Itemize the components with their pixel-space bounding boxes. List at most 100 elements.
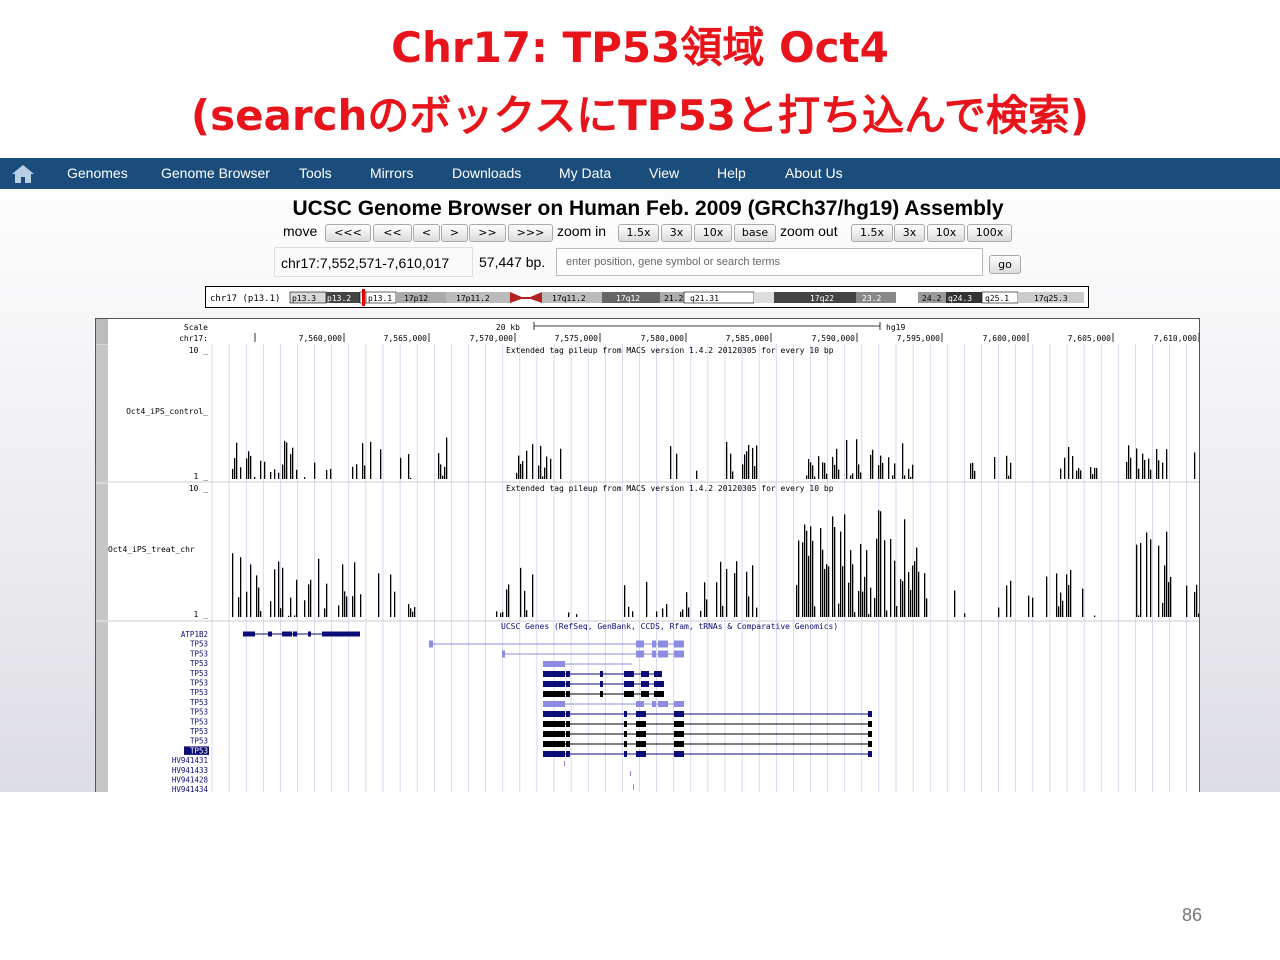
gene-label[interactable]: TP53 [190,679,208,688]
gene-label[interactable]: HV941431 [172,756,208,765]
gene-label[interactable]: HV941434 [172,785,209,792]
chromosome-ideogram[interactable]: chr17 (p13.1) p13.3 p13.2 1 p13.1 17p12 … [205,286,1089,308]
home-icon[interactable] [10,163,36,185]
ruler-tick-label: 7,605,000 [1068,334,1112,343]
move-far-right-button[interactable]: >>> [508,224,553,242]
signal-bar [896,606,898,617]
nav-my-data[interactable]: My Data [559,165,612,181]
gene-label[interactable]: HV941428 [172,776,209,785]
zoom-in-base-button[interactable]: base [734,224,776,242]
move-left-button[interactable]: << [373,224,412,242]
gene-label[interactable]: TP53 [190,688,208,697]
signal-bar [1032,597,1034,617]
signal-bar [844,514,846,617]
gene-label[interactable]: TP53 [190,746,208,755]
gene-exon [654,681,664,687]
nav-mirrors[interactable]: Mirrors [370,165,414,181]
signal-bar [278,561,280,617]
move-step-right-button[interactable]: > [441,224,468,242]
zoom-out-label: zoom out [780,223,838,239]
gene-label[interactable]: TP53 [190,698,208,707]
signal-bar [904,519,906,617]
zoom-out-3x-button[interactable]: 3x [894,224,925,242]
gene-exon [243,631,255,637]
chrom-label: chr17: [179,334,208,343]
signal-bar [838,603,840,617]
signal-bar [1006,585,1008,617]
gene-label[interactable]: TP53 [190,659,208,668]
signal-bar [338,605,340,617]
signal-bar [282,464,284,479]
signal-bar [860,472,862,479]
gene-label[interactable]: TP53 [190,727,208,736]
signal-bar [1070,570,1072,617]
signal-bar [568,612,570,617]
move-step-left-button[interactable]: < [413,224,440,242]
signal-bar [1164,565,1166,617]
signal-bar [344,591,346,617]
gene-label[interactable]: TP53 [190,717,208,726]
nav-about-us[interactable]: About Us [785,165,843,181]
nav-genomes[interactable]: Genomes [67,165,128,181]
go-button[interactable]: go [989,255,1021,274]
signal-bar [410,608,412,617]
signal-bar [522,461,524,479]
nav-downloads[interactable]: Downloads [452,165,522,181]
gene-label[interactable]: TP53 [190,737,208,746]
gene-exon [543,681,565,687]
signal-bar [908,468,910,479]
search-input[interactable] [556,248,983,276]
gene-exon [630,771,631,776]
signal-bar [378,573,380,617]
gene-exon [868,721,872,727]
gene-label[interactable]: TP53 [190,708,208,717]
signal-bar [1136,448,1138,479]
nav-tools[interactable]: Tools [299,165,332,181]
signal-bar [370,441,372,479]
nav-help[interactable]: Help [717,165,746,181]
signal-bar [810,462,812,479]
signal-bar [526,610,528,617]
gene-label[interactable]: HV941433 [172,766,208,775]
signal-bar [876,538,878,617]
signal-bar [894,560,896,617]
band-label: 17q22 [810,294,834,303]
signal-bar [1072,455,1074,479]
gene-label[interactable]: TP53 [190,669,208,678]
track1-name[interactable]: Oct4_iPS_control_ [126,407,208,416]
signal-bar [236,442,238,479]
signal-bar [408,604,410,617]
gene-exon [543,661,565,667]
move-far-left-button[interactable]: <<< [325,224,371,242]
signal-bar [438,453,440,479]
zoom-in-label: zoom in [557,223,607,239]
signal-bar [1194,591,1196,617]
zoom-out-1.5x-button[interactable]: 1.5x [851,224,893,242]
nav-view[interactable]: View [649,165,680,181]
signal-bar [878,465,880,479]
signal-bar [656,611,658,617]
zoom-in-3x-button[interactable]: 3x [661,224,692,242]
band-label: q24.3 [948,294,972,303]
signal-bar [886,610,888,617]
gene-exon [636,701,644,707]
nav-genome-browser[interactable]: Genome Browser [161,165,270,181]
gene-exon [543,671,565,677]
signal-bar [542,476,544,479]
gene-exon [268,631,272,637]
signal-bar [1158,460,1160,479]
zoom-in-1.5x-button[interactable]: 1.5x [618,224,659,242]
zoom-in-10x-button[interactable]: 10x [694,224,732,242]
signal-bar [868,614,870,617]
track-display[interactable]: Scale chr17: 20 kb hg19 7,560,000 7,565,0… [95,318,1200,792]
gene-exon [658,650,668,658]
gene-label[interactable]: TP53 [190,649,208,658]
zoom-out-10x-button[interactable]: 10x [927,224,965,242]
signal-bar [814,606,816,617]
zoom-out-100x-button[interactable]: 100x [967,224,1012,242]
move-right-button[interactable]: >> [469,224,506,242]
gene-label[interactable]: ATP1B2 [181,630,208,639]
track2-name[interactable]: Oct4_iPS_treat_chr [108,545,195,554]
gene-label[interactable]: TP53 [190,640,208,649]
signal-bar [1150,539,1152,617]
